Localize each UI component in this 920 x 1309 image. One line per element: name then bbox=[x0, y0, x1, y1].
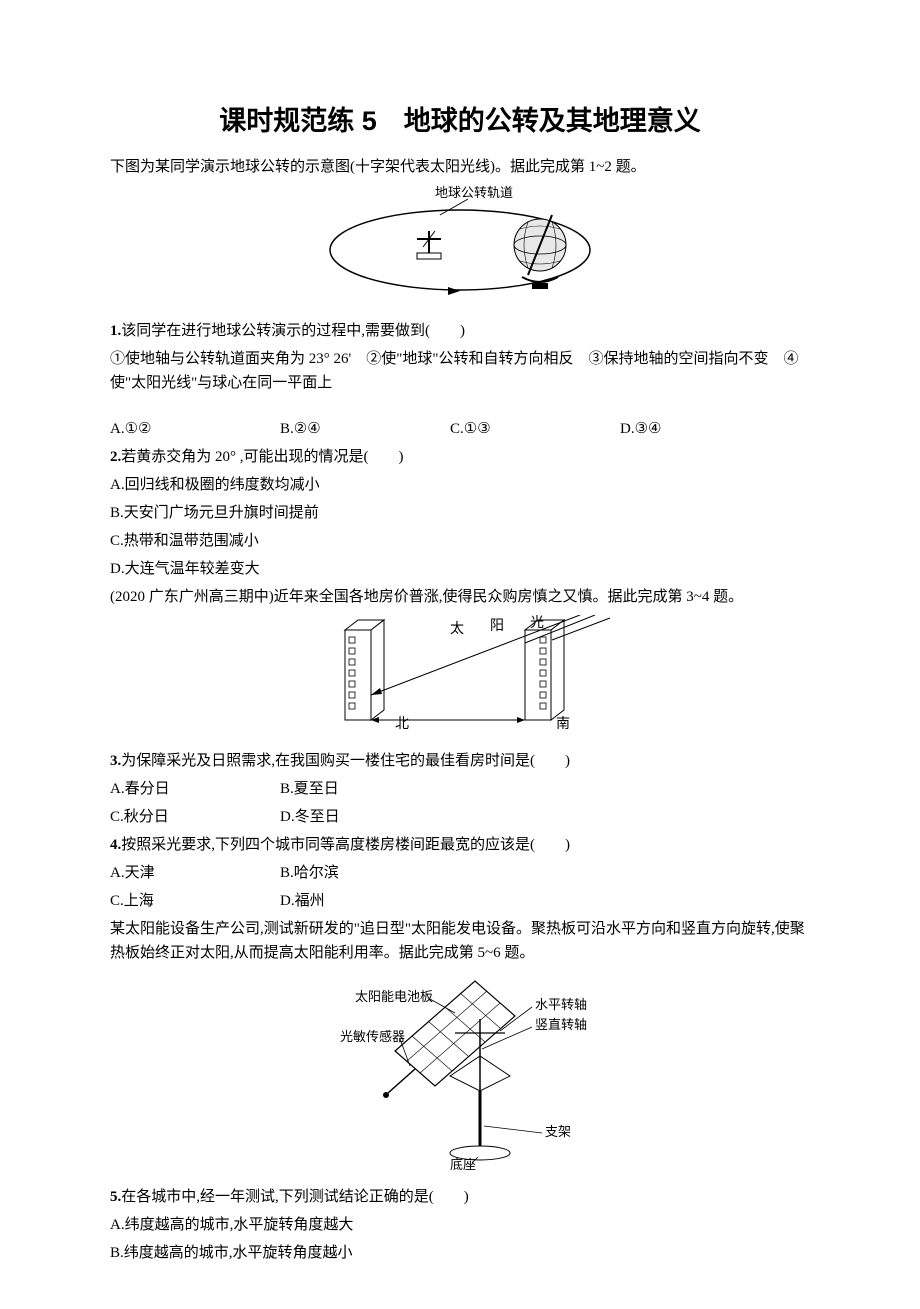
q4-opt-c: C.上海 bbox=[110, 889, 280, 913]
q3-stem: 3.为保障采光及日照需求,在我国购买一楼住宅的最佳看房时间是( ) bbox=[110, 749, 810, 773]
orbit-label: 地球公转轨道 bbox=[435, 185, 513, 200]
svg-text:水平转轴: 水平转轴 bbox=[535, 997, 587, 1012]
q1-opt-d: D.③④ bbox=[620, 417, 790, 441]
q4-num: 4. bbox=[110, 837, 121, 853]
q4-text: 按照采光要求,下列四个城市同等高度楼房楼间距最宽的应该是( ) bbox=[121, 837, 570, 853]
svg-text:竖直转轴: 竖直转轴 bbox=[535, 1017, 587, 1032]
q3-num: 3. bbox=[110, 753, 121, 769]
svg-text:光敏传感器: 光敏传感器 bbox=[340, 1029, 405, 1044]
q5-opt-b: B.纬度越高的城市,水平旋转角度越小 bbox=[110, 1241, 810, 1265]
svg-text:底座: 底座 bbox=[450, 1157, 476, 1171]
q2-opt-a: A.回归线和极圈的纬度数均减小 bbox=[110, 473, 810, 497]
q5-opt-a: A.纬度越高的城市,水平旋转角度越大 bbox=[110, 1213, 810, 1237]
svg-text:太阳能电池板: 太阳能电池板 bbox=[355, 989, 433, 1004]
q3-options-2: C.秋分日 D.冬至日 bbox=[110, 805, 810, 829]
q2-stem: 2.若黄赤交角为 20° ,可能出现的情况是( ) bbox=[110, 445, 810, 469]
q1-options: A.①② B.②④ C.①③ D.③④ bbox=[110, 417, 810, 441]
q3-opt-c: C.秋分日 bbox=[110, 805, 280, 829]
svg-text:南: 南 bbox=[556, 716, 570, 732]
q4-options-1: A.天津 B.哈尔滨 bbox=[110, 861, 810, 885]
building-left-icon bbox=[345, 620, 384, 720]
svg-text:太: 太 bbox=[450, 621, 464, 637]
svg-text:阳: 阳 bbox=[490, 618, 504, 634]
figure-orbit: 地球公转轨道 bbox=[110, 185, 810, 313]
q2-opt-d: D.大连气温年较差变大 bbox=[110, 557, 810, 581]
q3-options-1: A.春分日 B.夏至日 bbox=[110, 777, 810, 801]
q5-num: 5. bbox=[110, 1189, 121, 1205]
intro-q5-6: 某太阳能设备生产公司,测试新研发的"追日型"太阳能发电设备。聚热板可沿水平方向和… bbox=[110, 917, 810, 965]
sun-cross-icon bbox=[417, 231, 441, 259]
q2-opt-c: C.热带和温带范围减小 bbox=[110, 529, 810, 553]
q4-stem: 4.按照采光要求,下列四个城市同等高度楼房楼间距最宽的应该是( ) bbox=[110, 833, 810, 857]
q5-stem: 5.在各城市中,经一年测试,下列测试结论正确的是( ) bbox=[110, 1185, 810, 1209]
figure-solar-tracker: 太阳能电池板 光敏传感器 水平转轴 竖直转轴 支架 底座 bbox=[110, 971, 810, 1179]
intro-q1-2: 下图为某同学演示地球公转的示意图(十字架代表太阳光线)。据此完成第 1~2 题。 bbox=[110, 155, 810, 179]
q2-num: 2. bbox=[110, 449, 121, 465]
q4-opt-a: A.天津 bbox=[110, 861, 280, 885]
q1-num: 1. bbox=[110, 323, 121, 339]
page-title: 课时规范练 5 地球的公转及其地理意义 bbox=[110, 100, 810, 143]
q1-stem: 1.该同学在进行地球公转演示的过程中,需要做到( ) bbox=[110, 319, 810, 343]
globe-icon bbox=[514, 215, 566, 289]
q1-opt-a: A.①② bbox=[110, 417, 280, 441]
svg-text:光: 光 bbox=[530, 615, 544, 631]
q1-opt-b: B.②④ bbox=[280, 417, 450, 441]
q3-opt-d: D.冬至日 bbox=[280, 805, 450, 829]
intro-q3-4: (2020 广东广州高三期中)近年来全国各地房价普涨,使得民众购房慎之又慎。据此… bbox=[110, 585, 810, 609]
q3-opt-b: B.夏至日 bbox=[280, 777, 450, 801]
q4-options-2: C.上海 D.福州 bbox=[110, 889, 810, 913]
q3-opt-a: A.春分日 bbox=[110, 777, 280, 801]
figure-buildings: 太 阳 光 北 南 bbox=[110, 615, 810, 743]
q4-opt-b: B.哈尔滨 bbox=[280, 861, 450, 885]
svg-text:北: 北 bbox=[395, 716, 409, 732]
svg-text:支架: 支架 bbox=[545, 1124, 571, 1139]
q4-opt-d: D.福州 bbox=[280, 889, 450, 913]
q3-text: 为保障采光及日照需求,在我国购买一楼住宅的最佳看房时间是( ) bbox=[121, 753, 570, 769]
q1-subs: ①使地轴与公转轨道面夹角为 23° 26' ②使"地球"公转和自转方向相反 ③保… bbox=[110, 347, 810, 395]
q2-opt-b: B.天安门广场元旦升旗时间提前 bbox=[110, 501, 810, 525]
q2-text: 若黄赤交角为 20° ,可能出现的情况是( ) bbox=[121, 449, 403, 465]
q1-opt-c: C.①③ bbox=[450, 417, 620, 441]
q1-text: 该同学在进行地球公转演示的过程中,需要做到( ) bbox=[121, 323, 465, 339]
q5-text: 在各城市中,经一年测试,下列测试结论正确的是( ) bbox=[121, 1189, 469, 1205]
